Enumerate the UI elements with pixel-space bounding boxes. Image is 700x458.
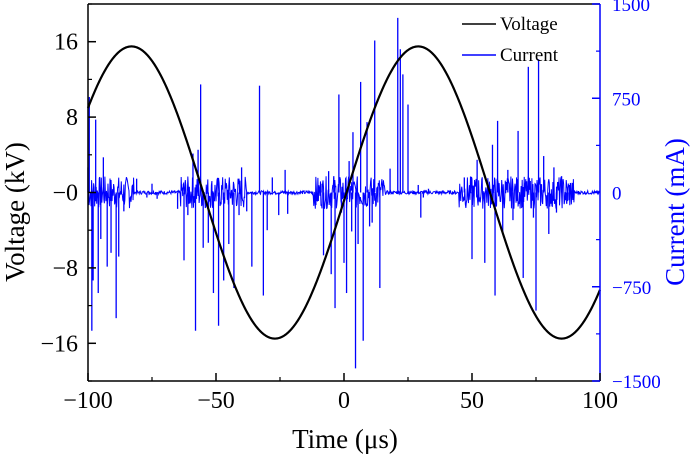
- y-right-tick-label: −750: [612, 278, 651, 299]
- y-left-tick-label: −0: [52, 181, 78, 207]
- y-left-tick-label: −8: [52, 256, 78, 282]
- legend: Voltage Current: [462, 14, 559, 66]
- x-tick-label: 50: [460, 388, 484, 414]
- y-axis-right-title: Current (mA): [660, 138, 690, 286]
- y-right-tick-label: 750: [612, 89, 641, 110]
- y-left-tick-label: 16: [54, 30, 78, 56]
- voltage-series: [86, 45, 602, 340]
- y-right-tick-label: 1500: [612, 0, 650, 16]
- current-series: [87, 17, 600, 369]
- voltage-line: [86, 45, 602, 340]
- y-left-tick-label: −16: [40, 331, 78, 357]
- y-right-tick-label: −1500: [612, 372, 661, 393]
- x-tick-label: −50: [197, 388, 235, 414]
- y-axis-left-title: Voltage (kV): [0, 142, 30, 282]
- ticks: −100 −50 0 50 100 16 8 −0 −8 −16 1500 750 0 −750 −1500: [40, 0, 660, 414]
- y-left-tick-label: 8: [66, 105, 78, 131]
- x-tick-label: −100: [63, 388, 113, 414]
- y-right-tick-label: 0: [612, 184, 622, 205]
- legend-voltage-label: Voltage: [500, 14, 558, 35]
- x-tick-label: 100: [582, 388, 618, 414]
- x-axis-title: Time (μs): [292, 424, 398, 454]
- legend-current-label: Current: [500, 45, 559, 66]
- x-tick-label: 0: [338, 388, 350, 414]
